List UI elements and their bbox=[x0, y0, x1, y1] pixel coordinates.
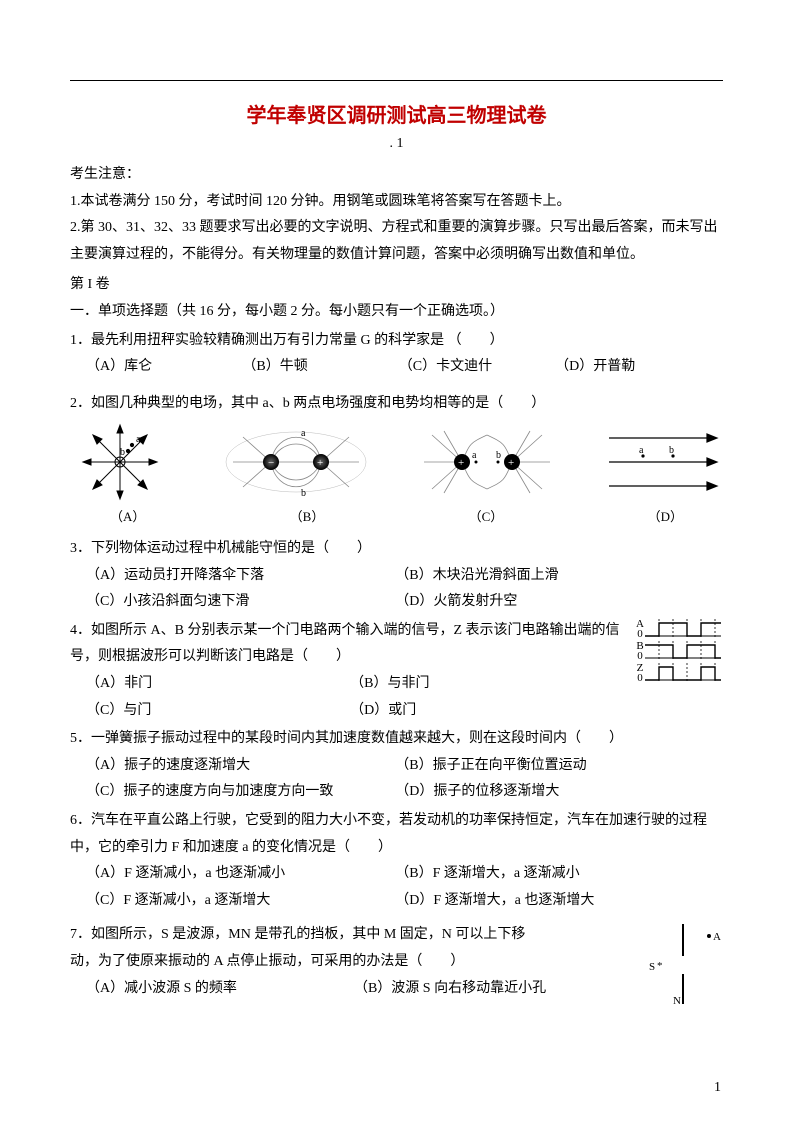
q3-opt-a: （A）运动员打开降落伞下落 bbox=[86, 563, 392, 590]
q2-fig-d-icon: ab bbox=[603, 423, 723, 501]
q2-figure-row: a b − + a b bbox=[70, 423, 723, 501]
q4-opt-c: （C）与门 bbox=[86, 698, 347, 725]
q3-options-2: （C）小孩沿斜面匀速下滑 （D）火箭发射升空 bbox=[70, 589, 723, 616]
svg-text:a: a bbox=[472, 450, 477, 461]
q6-options-1: （A）F 逐渐减小，a 也逐渐减小 （B）F 逐渐增大，a 逐渐减小 bbox=[70, 861, 723, 888]
q4-signal-z-icon bbox=[645, 663, 721, 683]
notice-2: 2.第 30、31、32、33 题要求写出必要的文字说明、方程式和重要的演算步骤… bbox=[70, 215, 723, 268]
q6-opt-b: （B）F 逐渐增大，a 逐渐减小 bbox=[395, 861, 701, 888]
q6-opt-c: （C）F 逐渐减小，a 逐渐增大 bbox=[86, 888, 392, 915]
q5-options-1: （A）振子的速度逐渐增大 （B）振子正在向平衡位置运动 bbox=[70, 753, 723, 780]
q5-stem: 5．一弹簧振子振动过程中的某段时间内其加速度数值越来越大，则在这段时间内（ ） bbox=[70, 726, 723, 753]
q4-stem: 4．如图所示 A、B 分别表示某一个门电路两个输入端的信号，Z 表示该门电路输出… bbox=[70, 618, 629, 671]
q7-opt-b: （B）波源 S 向右移动靠近小孔 bbox=[354, 976, 618, 1003]
q1-opt-a: （A）库仑 bbox=[86, 354, 239, 381]
q2-fig-b-icon: − + a b bbox=[221, 423, 371, 501]
q6-options-2: （C）F 逐渐减小，a 逐渐增大 （D）F 逐渐增大，a 也逐渐增大 bbox=[70, 888, 723, 915]
q7-label-n: N bbox=[673, 995, 681, 1006]
svg-text:−: − bbox=[268, 457, 274, 469]
q3-stem: 3．下列物体运动过程中机械能守恒的是（ ） bbox=[70, 536, 723, 563]
part-1-label: 第 I 卷 bbox=[70, 272, 723, 299]
q6-opt-d: （D）F 逐渐增大，a 也逐渐增大 bbox=[395, 888, 701, 915]
q2-fig-a-icon: a b bbox=[70, 423, 180, 501]
q4-signal-b-icon bbox=[645, 641, 721, 661]
q7-stem-line2: 动，为了使原来振动的 A 点停止振动，可采用的办法是（ ） bbox=[70, 949, 637, 976]
page-number: 1 bbox=[714, 1080, 721, 1096]
q7-options-1: （A）减小波源 S 的频率 （B）波源 S 向右移动靠近小孔 bbox=[70, 976, 637, 1003]
q1-opt-b: （B）牛顿 bbox=[242, 354, 395, 381]
top-horizontal-rule bbox=[70, 80, 723, 81]
q4-sig-z-zero: 0 bbox=[637, 672, 643, 684]
q7-diffraction-icon: A S * N bbox=[643, 922, 721, 1006]
q5-opt-c: （C）振子的速度方向与加速度方向一致 bbox=[86, 779, 392, 806]
q4-options-1: （A）非门 （B）与非门 bbox=[70, 671, 629, 698]
q4-options-2: （C）与门 （D）或门 bbox=[70, 698, 629, 725]
q1-options: （A）库仑 （B）牛顿 （C）卡文迪什 （D）开普勒 bbox=[70, 354, 723, 381]
notice-heading: 考生注意： bbox=[70, 162, 723, 189]
q3-opt-b: （B）木块沿光滑斜面上滑 bbox=[395, 563, 701, 590]
q2-label-b: （B） bbox=[290, 505, 325, 530]
q7-opt-a: （A）减小波源 S 的频率 bbox=[86, 976, 350, 1003]
q7-wave-figure: A S * N bbox=[643, 922, 723, 1014]
question-2: 2．如图几种典型的电场，其中 a、b 两点电场强度和电势均相等的是（ ） bbox=[70, 391, 723, 530]
section-a-heading: 一．单项选择题（共 16 分，每小题 2 分。每小题只有一个正确选项。） bbox=[70, 299, 723, 326]
q2-stem: 2．如图几种典型的电场，其中 a、b 两点电场强度和电势均相等的是（ ） bbox=[70, 391, 723, 418]
svg-text:a: a bbox=[639, 445, 644, 456]
q4-sig-b-zero: 0 bbox=[637, 650, 643, 662]
question-3: 3．下列物体运动过程中机械能守恒的是（ ） （A）运动员打开降落伞下落 （B）木… bbox=[70, 536, 723, 616]
svg-text:b: b bbox=[120, 447, 125, 458]
q3-opt-d: （D）火箭发射升空 bbox=[395, 589, 701, 616]
question-6: 6．汽车在平直公路上行驶，它受到的阻力大小不变，若发动机的功率保持恒定，汽车在加… bbox=[70, 808, 723, 914]
question-5: 5．一弹簧振子振动过程中的某段时间内其加速度数值越来越大，则在这段时间内（ ） … bbox=[70, 726, 723, 806]
q2-figure-labels: （A） （B） （C） （D） bbox=[70, 505, 723, 530]
q5-opt-b: （B）振子正在向平衡位置运动 bbox=[395, 753, 701, 780]
q1-stem: 1．最先利用扭秤实验较精确测出万有引力常量 G 的科学家是 （ ） bbox=[70, 328, 723, 355]
q1-opt-c: （C）卡文迪什 bbox=[399, 354, 552, 381]
svg-text:+: + bbox=[458, 457, 464, 469]
q4-opt-d: （D）或门 bbox=[350, 698, 611, 725]
q2-label-c: （C） bbox=[469, 505, 504, 530]
svg-text:a: a bbox=[301, 428, 306, 439]
q4-signal-a-icon bbox=[645, 619, 721, 639]
svg-text:+: + bbox=[508, 457, 514, 469]
svg-text:b: b bbox=[669, 445, 674, 456]
svg-text:b: b bbox=[496, 450, 501, 461]
q5-options-2: （C）振子的速度方向与加速度方向一致 （D）振子的位移逐渐增大 bbox=[70, 779, 723, 806]
q6-opt-a: （A）F 逐渐减小，a 也逐渐减小 bbox=[86, 861, 392, 888]
exam-title: 学年奉贤区调研测试高三物理试卷 bbox=[70, 99, 723, 128]
question-7: 7．如图所示，S 是波源，MN 是带孔的挡板，其中 M 固定，N 可以上下移 动… bbox=[70, 922, 723, 1014]
notice-1: 1.本试卷满分 150 分，考试时间 120 分钟。用钢笔或圆珠笔将答案写在答题… bbox=[70, 189, 723, 216]
exam-subtitle: . 1 bbox=[70, 136, 723, 152]
question-1: 1．最先利用扭秤实验较精确测出万有引力常量 G 的科学家是 （ ） （A）库仑 … bbox=[70, 328, 723, 381]
q4-sig-a-zero: 0 bbox=[637, 628, 643, 640]
svg-text:a: a bbox=[136, 434, 141, 445]
q2-label-d: （D） bbox=[648, 505, 683, 530]
q7-label-s: S bbox=[649, 961, 655, 973]
q4-opt-b: （B）与非门 bbox=[350, 671, 611, 698]
q4-signal-figure: A0 B0 Z0 bbox=[635, 618, 723, 684]
question-4: 4．如图所示 A、B 分别表示某一个门电路两个输入端的信号，Z 表示该门电路输出… bbox=[70, 618, 723, 724]
svg-text:+: + bbox=[317, 457, 323, 469]
q3-options-1: （A）运动员打开降落伞下落 （B）木块沿光滑斜面上滑 bbox=[70, 563, 723, 590]
q7-stem-line1: 7．如图所示，S 是波源，MN 是带孔的挡板，其中 M 固定，N 可以上下移 bbox=[70, 922, 637, 949]
q7-label-a: A bbox=[713, 931, 721, 943]
q2-label-a: （A） bbox=[110, 505, 145, 530]
q6-stem: 6．汽车在平直公路上行驶，它受到的阻力大小不变，若发动机的功率保持恒定，汽车在加… bbox=[70, 808, 723, 861]
svg-text:*: * bbox=[657, 960, 663, 972]
svg-text:b: b bbox=[301, 488, 306, 499]
q1-opt-d: （D）开普勒 bbox=[555, 354, 708, 381]
q5-opt-a: （A）振子的速度逐渐增大 bbox=[86, 753, 392, 780]
q2-fig-c-icon: + + a b bbox=[412, 423, 562, 501]
q5-opt-d: （D）振子的位移逐渐增大 bbox=[395, 779, 701, 806]
q4-opt-a: （A）非门 bbox=[86, 671, 347, 698]
q3-opt-c: （C）小孩沿斜面匀速下滑 bbox=[86, 589, 392, 616]
